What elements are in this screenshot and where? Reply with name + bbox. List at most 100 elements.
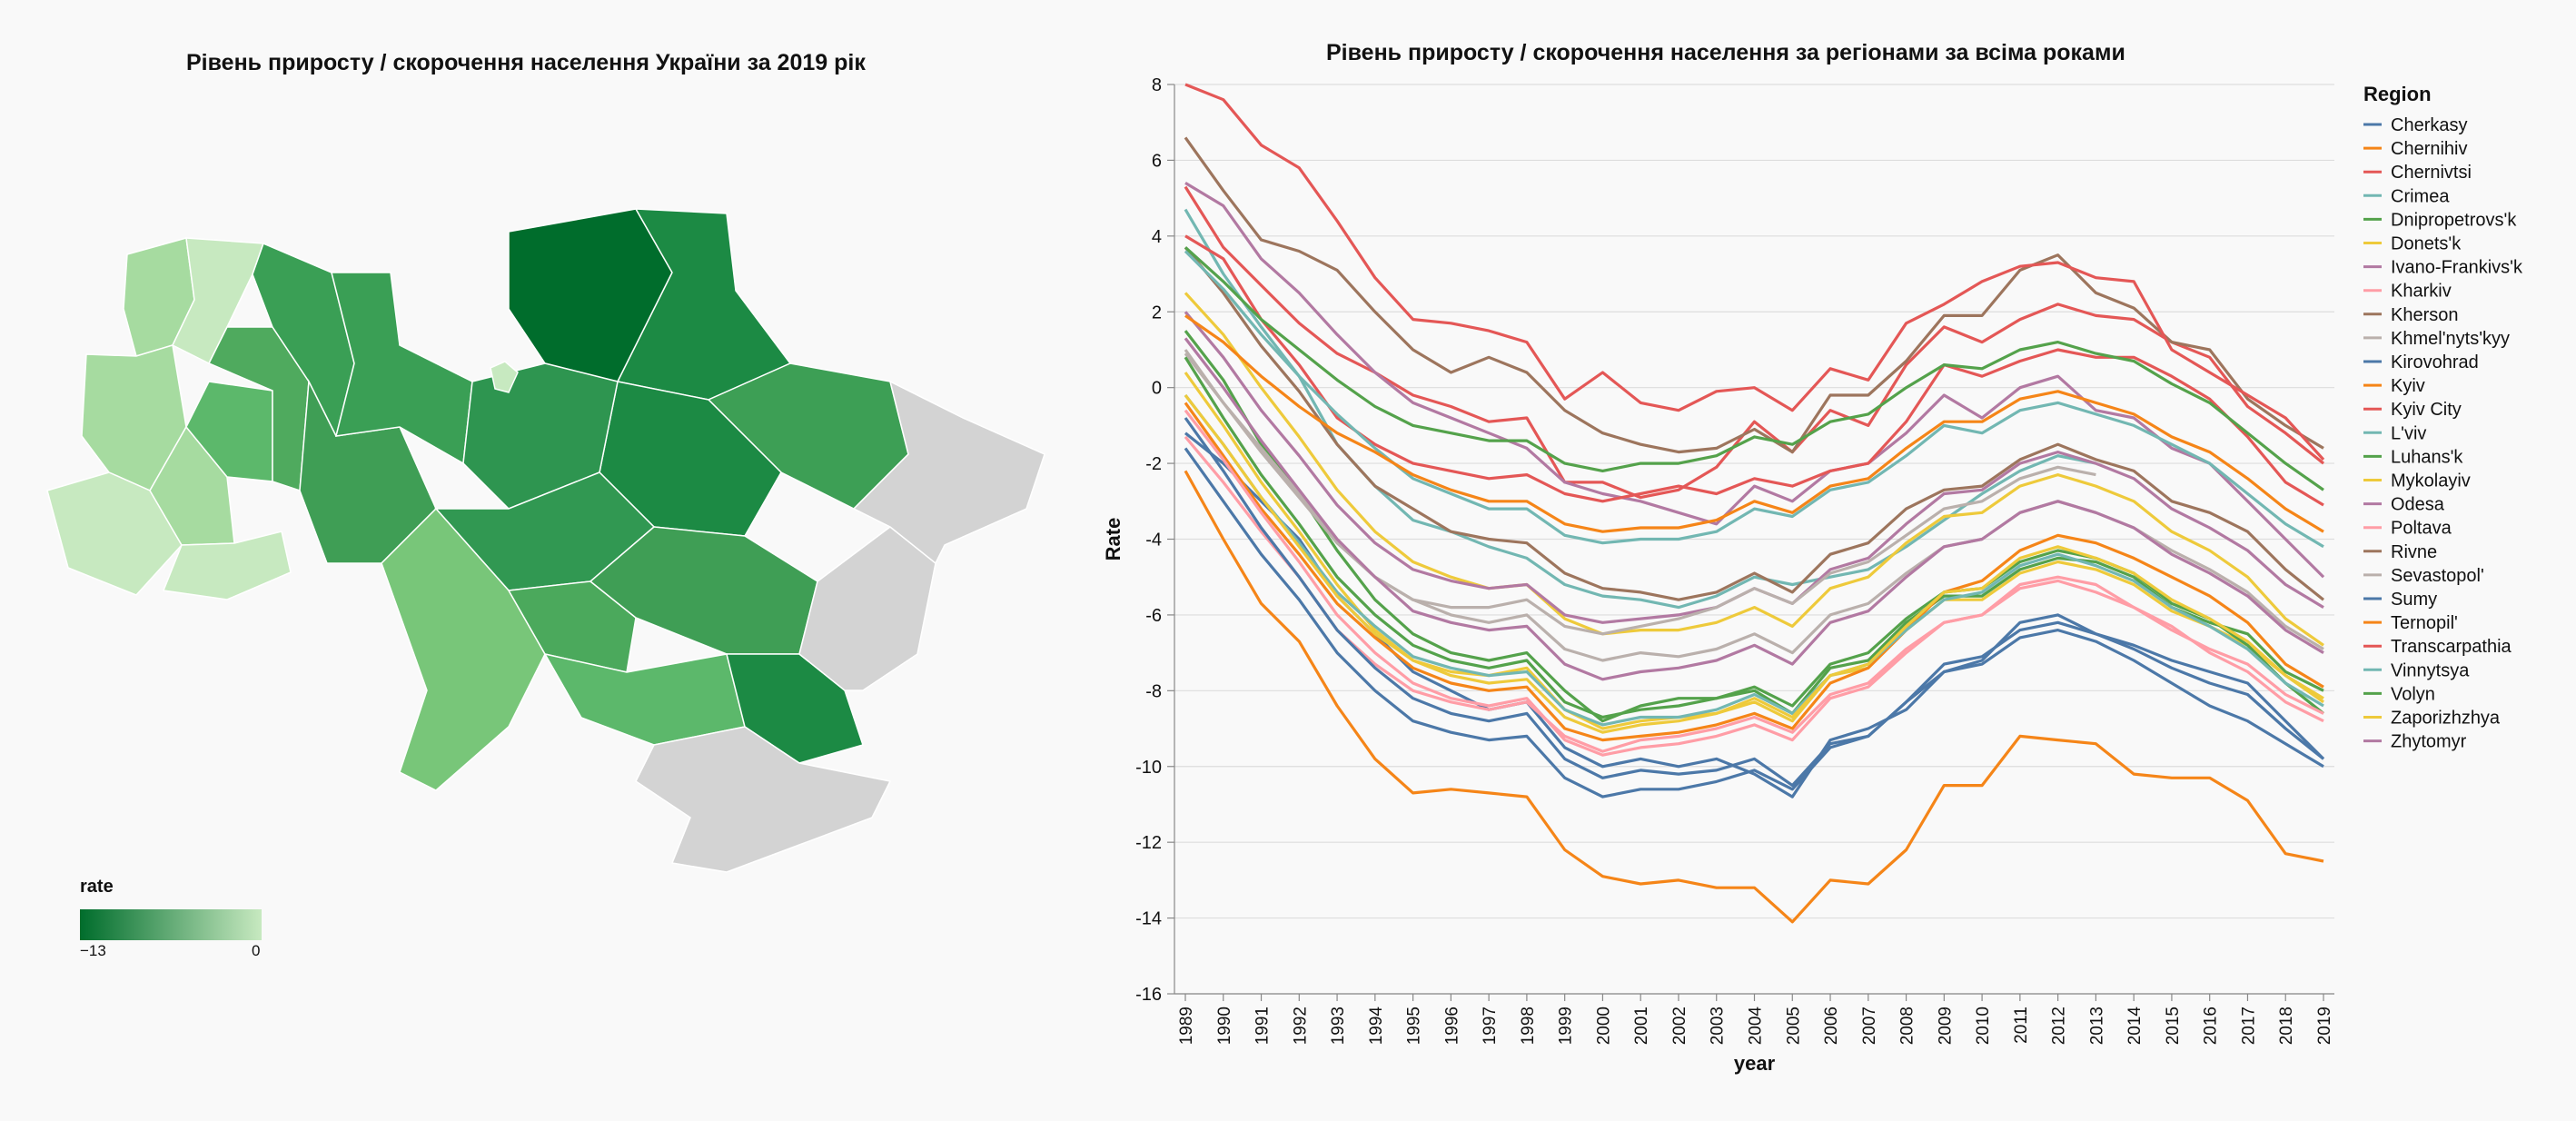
x-tick-label: 2003 [1709,1007,1728,1045]
y-tick-label: 8 [1152,75,1162,95]
legend-title: Region [2363,83,2432,105]
series-line-kyiv-city [1184,234,2324,507]
x-tick-label: 1990 [1215,1007,1234,1045]
grid-layer [1174,84,2334,995]
x-tick-label: 2012 [2050,1007,2069,1045]
rate-legend: rate −13 0 [80,877,280,959]
x-tick-label: 1999 [1557,1007,1576,1045]
map-title: Рівень приросту / скорочення населення У… [186,50,866,75]
x-tick-label: 2019 [2315,1007,2334,1045]
legend-label: Cherkasy [2391,115,2467,135]
series-line-zaporizhzhya [1184,394,2324,734]
x-tick-label: 2004 [1747,1007,1766,1046]
series-line-crimea [1184,208,2096,610]
axis-layer: 8 6 4 2 0 -2 -4 -6 -8 -10 -12 -14 -16 1989 1990 1991 199… [1102,75,2334,1075]
legend-label: Khmel'nyts'kyy [2391,329,2510,349]
x-tick-label: 1997 [1481,1007,1500,1045]
legend-label: Mykolayiv [2391,471,2471,491]
x-tick-label: 1992 [1291,1007,1310,1045]
series-line-chernivtsi [1184,185,2324,500]
x-tick-label: 2010 [1974,1007,1993,1045]
x-tick-label: 2000 [1594,1007,1613,1045]
legend-label: L'viv [2391,423,2426,443]
legend-label: Ivano-Frankivs'k [2391,258,2523,278]
legend-label: Ternopil' [2391,613,2458,633]
legend-label: Vinnytsya [2391,660,2470,680]
x-axis-label: year [1734,1052,1776,1075]
series-line-transcarpathia [1184,83,2325,461]
map-region-mykolayiv [507,580,637,673]
x-tick-label: 1993 [1329,1007,1348,1045]
legend-label: Crimea [2391,186,2450,206]
x-tick-label: 1989 [1177,1007,1196,1045]
legend-label: Kyiv City [2391,400,2462,420]
rate-legend-min-label: −13 [80,942,106,959]
series-line-ivano-frankivs-k [1184,182,2325,579]
x-tick-label: 1991 [1253,1007,1273,1045]
map-region-donetsk [798,526,936,691]
y-axis-label: Rate [1102,518,1125,561]
chart-title: Рівень приросту / скорочення населення з… [1326,40,2125,65]
line-chart-panel: Рівень приросту / скорочення населення з… [1054,0,2576,1121]
map-region-crimea [635,726,892,873]
legend-label: Sevastopol' [2391,566,2484,586]
x-tick-label: 2016 [2202,1007,2221,1045]
map-regions [46,208,1045,873]
y-tick-label: -12 [1135,833,1162,853]
x-tick-label: 2002 [1670,1007,1689,1045]
series-line-mykolayiv [1184,292,2324,647]
x-tick-label: 1996 [1442,1007,1461,1045]
rate-legend-title: rate [80,877,114,897]
x-tick-label: 2013 [2087,1007,2106,1045]
x-tick-label: 2017 [2239,1007,2258,1045]
series-line-poltava [1184,409,2324,757]
series-line-zhytomyr [1184,337,2324,681]
legend-label: Transcarpathia [2391,637,2512,657]
legend-label: Kyiv [2391,376,2425,396]
series-line-luhans-k [1184,356,2324,719]
x-tick-label: 2007 [1860,1007,1879,1045]
x-tick-label: 2009 [1936,1007,1955,1045]
legend-label: Chernihiv [2391,139,2467,159]
x-tick-label: 1994 [1367,1007,1386,1046]
ukraine-map [46,208,1045,873]
legend-label: Sumy [2391,590,2437,610]
series-lines [1184,83,2325,924]
x-tick-label: 2008 [1898,1007,1917,1045]
series-line-chernihiv [1184,470,2324,924]
series-line-kirovohrad [1184,417,2324,788]
y-tick-label: -14 [1135,909,1162,929]
x-tick-label: 1995 [1405,1007,1424,1045]
y-tick-label: -2 [1145,454,1162,474]
series-line-ternopil- [1184,314,2324,533]
x-tick-label: 1998 [1519,1007,1538,1045]
series-line-sevastopol- [1184,349,2096,636]
legend-label: Odesa [2391,495,2445,515]
x-tick-label: 2015 [2164,1007,2183,1045]
series-line-kherson [1184,246,2324,601]
series-line-donets-k [1184,372,2324,730]
map-region-vinnytsya [299,379,437,564]
y-tick-label: -8 [1145,681,1162,701]
legend-label: Rivne [2391,542,2437,562]
series-line-kyiv [1184,402,2324,742]
series-line-dnipropetrovs-k [1184,330,2324,723]
legend-label: Zaporizhzhya [2391,709,2501,729]
y-tick-label: 4 [1152,227,1162,247]
series-line-sumy [1184,447,2324,799]
legend-label: Donets'k [2391,234,2462,254]
y-tick-label: -6 [1145,606,1162,626]
map-region-chernivtsi [162,531,292,600]
legend-label: Kherson [2391,305,2459,325]
y-tick-label: 0 [1152,379,1162,399]
y-tick-label: -10 [1135,758,1162,778]
x-tick-label: 2014 [2125,1007,2145,1046]
line-chart: 8 6 4 2 0 -2 -4 -6 -8 -10 -12 -14 -16 1989 1990 1991 199… [1102,75,2523,1075]
legend-label: Volyn [2391,684,2435,704]
series-line-l-viv [1184,250,2324,549]
legend-label: Poltava [2391,519,2452,539]
y-tick-label: -4 [1145,531,1162,551]
rate-legend-max-label: 0 [252,942,261,959]
legend-label: Kharkiv [2391,282,2452,302]
map-region-luhansk [852,380,1045,565]
